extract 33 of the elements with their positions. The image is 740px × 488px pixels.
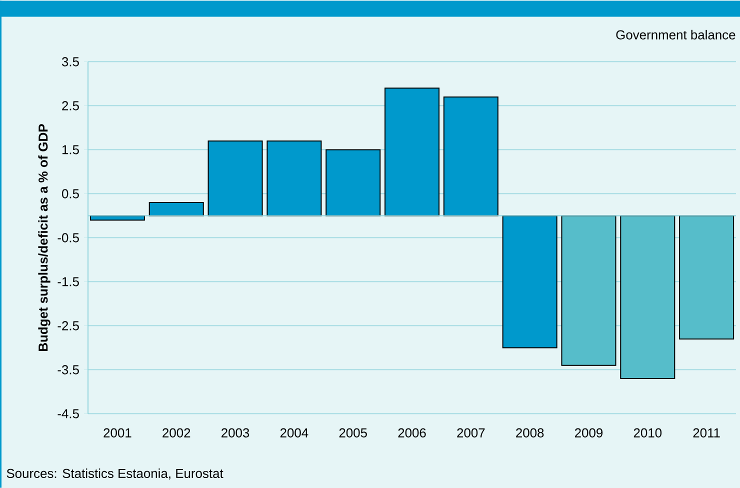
x-tick-label: 2006 xyxy=(398,428,426,438)
x-tick-label: 2009 xyxy=(574,428,603,438)
x-tick-label: 2004 xyxy=(280,428,308,438)
bar xyxy=(208,140,263,216)
y-tick-label: 3.5 xyxy=(62,56,79,66)
chart-title: Government balance xyxy=(616,30,736,40)
bar xyxy=(384,87,440,216)
bar xyxy=(561,215,616,366)
y-tick-label: -4.5 xyxy=(58,408,79,418)
y-tick-label: -2.5 xyxy=(58,320,79,330)
bar xyxy=(679,215,734,340)
bar xyxy=(326,149,381,216)
y-tick-label: 2.5 xyxy=(62,100,79,110)
source-note: Sources: Statistics Estaonia, Eurostat xyxy=(6,468,224,480)
x-tick-label: 2008 xyxy=(516,428,544,438)
y-tick-label: -0.5 xyxy=(58,232,79,242)
x-tick-label: 2007 xyxy=(457,428,485,438)
y-tick-label: 0.5 xyxy=(62,188,79,198)
x-tick-label: 2011 xyxy=(693,428,720,438)
y-axis-title: Budget surplus/deficit as a % of GDP xyxy=(38,124,50,351)
bar xyxy=(443,96,498,216)
x-tick-label: 2005 xyxy=(339,428,367,438)
x-tick-label: 2003 xyxy=(222,428,250,438)
bar xyxy=(266,140,322,216)
bar xyxy=(502,215,558,348)
y-tick-label: -1.5 xyxy=(58,276,79,286)
x-tick-label: 2001 xyxy=(104,428,132,438)
y-tick-label: 1.5 xyxy=(62,144,79,154)
x-tick-label: 2002 xyxy=(162,428,190,438)
y-tick-label: -3.5 xyxy=(58,364,79,374)
bar xyxy=(148,202,204,216)
x-tick-label: 2010 xyxy=(634,428,662,438)
bar xyxy=(620,215,676,379)
